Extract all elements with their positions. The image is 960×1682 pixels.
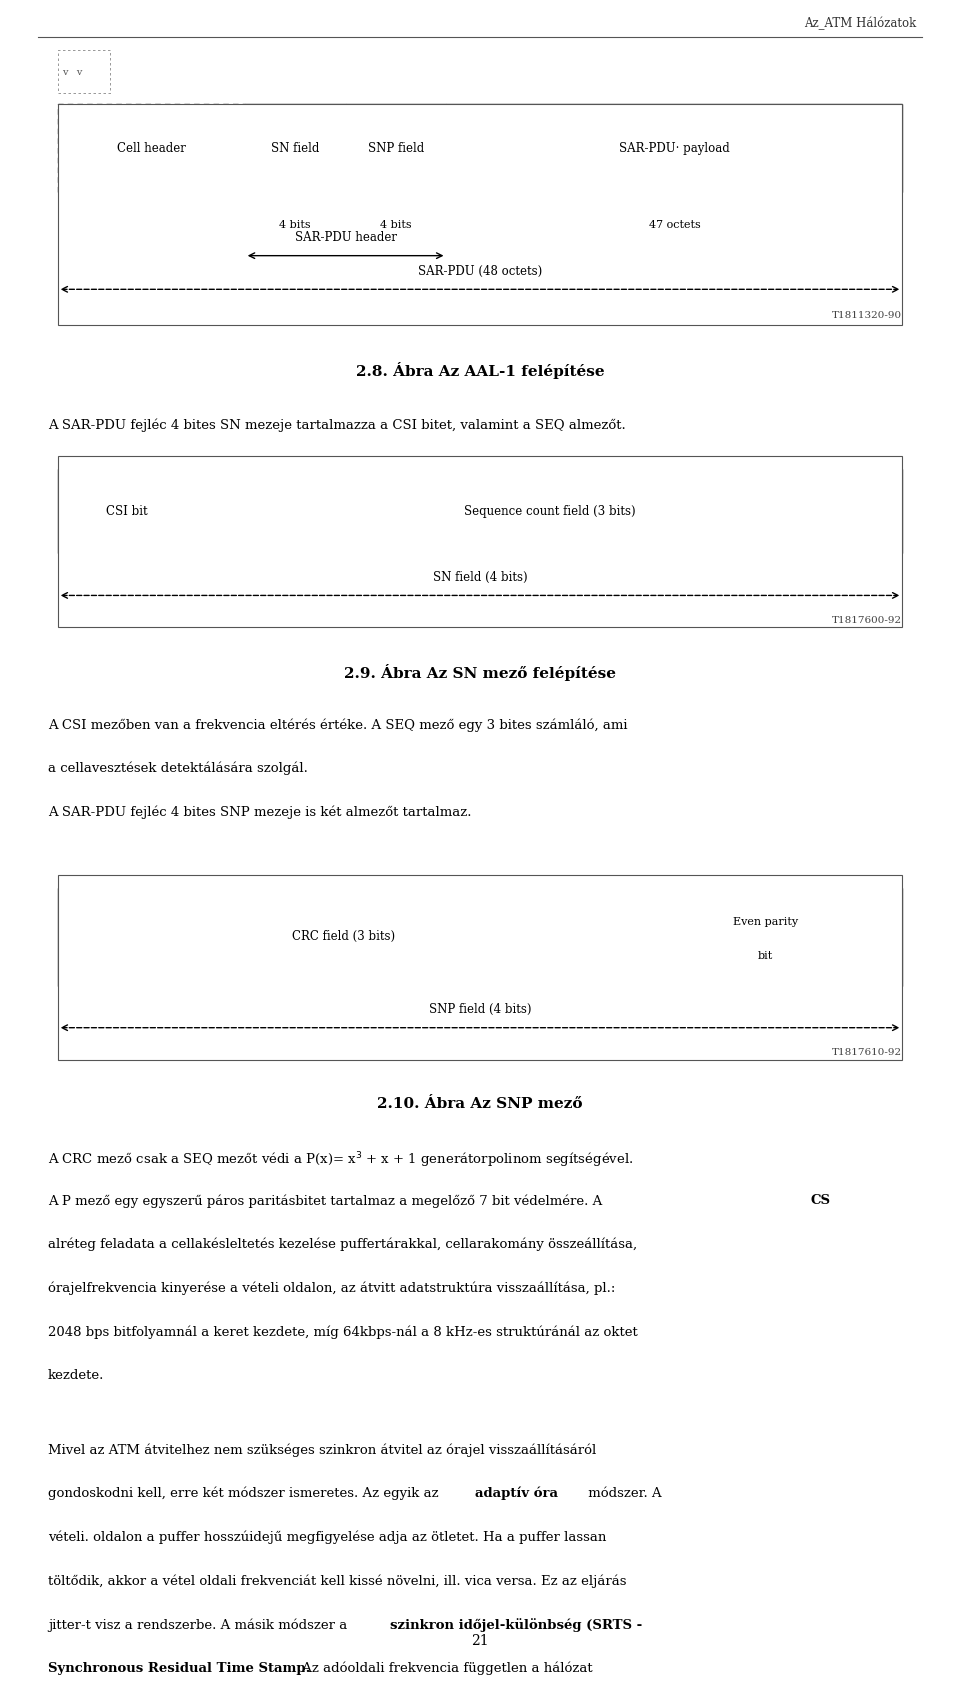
Bar [58,456,902,627]
Bar [346,104,446,192]
Bar [58,104,902,325]
Text: Cell header: Cell header [117,141,185,155]
Text: jitter-t visz a rendszerbe. A másik módszer a: jitter-t visz a rendszerbe. A másik móds… [48,1618,351,1632]
Text: 21: 21 [471,1635,489,1648]
Text: töltődik, akkor a vétel oldali frekvenciát kell kissé növelni, ill. vica versa. : töltődik, akkor a vétel oldali frekvenci… [48,1574,627,1588]
Bar [446,104,902,192]
Text: vételi. oldalon a puffer hosszúidejű megfigyelése adja az ötletet. Ha a puffer l: vételi. oldalon a puffer hosszúidejű meg… [48,1531,607,1544]
Text: 2048 bps bitfolyamnál a keret kezdete, míg 64kbps-nál a 8 kHz-es struktúránál az: 2048 bps bitfolyamnál a keret kezdete, m… [48,1325,637,1339]
Text: bit: bit [758,952,773,962]
Text: SAR-PDU header: SAR-PDU header [295,230,396,244]
Text: módszer. A: módszer. A [584,1487,661,1500]
Bar [58,875,902,1060]
Text: órajelfrekvencia kinyerése a vételi oldalon, az átvitt adatstruktúra visszaállít: órajelfrekvencia kinyerése a vételi olda… [48,1282,615,1295]
Text: gondoskodni kell, erre két módszer ismeretes. Az egyik az: gondoskodni kell, erre két módszer ismer… [48,1487,443,1500]
Text: SNP field (4 bits): SNP field (4 bits) [429,1002,531,1016]
Text: SN field: SN field [271,141,320,155]
Bar [629,888,902,986]
Text: SN field (4 bits): SN field (4 bits) [433,570,527,584]
Text: Az adóoldali frekvencia független a hálózat: Az adóoldali frekvencia független a háló… [298,1662,592,1675]
Bar [58,50,110,93]
Text: A CSI mezőben van a frekvencia eltérés értéke. A SEQ mező egy 3 bites számláló, : A CSI mezőben van a frekvencia eltérés é… [48,718,628,732]
Text: A SAR-PDU fejléc 4 bites SNP mezeje is két almezőt tartalmaz.: A SAR-PDU fejléc 4 bites SNP mezeje is k… [48,806,471,819]
Text: A CRC mező csak a SEQ mezőt védi a P(x)= x$^{3}$ + x + 1 generátorpolinom segíts: A CRC mező csak a SEQ mezőt védi a P(x)=… [48,1150,634,1171]
Text: v   v: v v [61,67,83,77]
Text: Synchronous Residual Time Stamp.: Synchronous Residual Time Stamp. [48,1662,310,1675]
Text: a cellavesztések detektálására szolgál.: a cellavesztések detektálására szolgál. [48,762,308,775]
Text: 4 bits: 4 bits [279,220,311,230]
Text: T1817600-92: T1817600-92 [832,616,902,624]
Text: Mivel az ATM átvitelhez nem szükséges szinkron átvitel az órajel visszaállításár: Mivel az ATM átvitelhez nem szükséges sz… [48,1443,596,1457]
Bar [58,469,197,553]
Text: CS: CS [810,1194,830,1208]
Text: SNP field: SNP field [368,141,424,155]
Text: CSI bit: CSI bit [107,505,148,518]
Text: Even parity: Even parity [733,917,798,927]
Text: kezdete.: kezdete. [48,1369,105,1383]
Text: SAR-PDU (48 octets): SAR-PDU (48 octets) [418,264,542,278]
Text: 2.10. Ábra Az SNP mező: 2.10. Ábra Az SNP mező [377,1097,583,1110]
Bar [58,104,245,192]
Text: Az_ATM Hálózatok: Az_ATM Hálózatok [804,17,917,30]
Text: CRC field (3 bits): CRC field (3 bits) [292,930,395,944]
Text: Sequence count field (3 bits): Sequence count field (3 bits) [464,505,636,518]
Text: adaptív óra: adaptív óra [475,1487,558,1500]
Text: 4 bits: 4 bits [380,220,412,230]
Text: A P mező egy egyszerű páros paritásbitet tartalmaz a megelőző 7 bit védelmére. A: A P mező egy egyszerű páros paritásbitet… [48,1194,607,1208]
Text: 2.8. Ábra Az AAL-1 felépítése: 2.8. Ábra Az AAL-1 felépítése [356,362,604,378]
Text: 2.9. Ábra Az SN mező felépítése: 2.9. Ábra Az SN mező felépítése [344,664,616,681]
Text: T1811320-90: T1811320-90 [832,311,902,320]
Text: alréteg feladata a cellakésleltetés kezelése puffertárakkal, cellarakomány össze: alréteg feladata a cellakésleltetés keze… [48,1238,637,1251]
Text: A SAR-PDU fejléc 4 bites SN mezeje tartalmazza a CSI bitet, valamint a SEQ almez: A SAR-PDU fejléc 4 bites SN mezeje tarta… [48,419,626,432]
Text: T1817610-92: T1817610-92 [832,1048,902,1056]
Text: 47 octets: 47 octets [649,220,700,230]
Text: SAR-PDU· payload: SAR-PDU· payload [619,141,730,155]
Bar [197,469,902,553]
Text: szinkron időjel-különbség (SRTS -: szinkron időjel-különbség (SRTS - [390,1618,642,1632]
Bar [245,104,346,192]
Bar [58,888,629,986]
